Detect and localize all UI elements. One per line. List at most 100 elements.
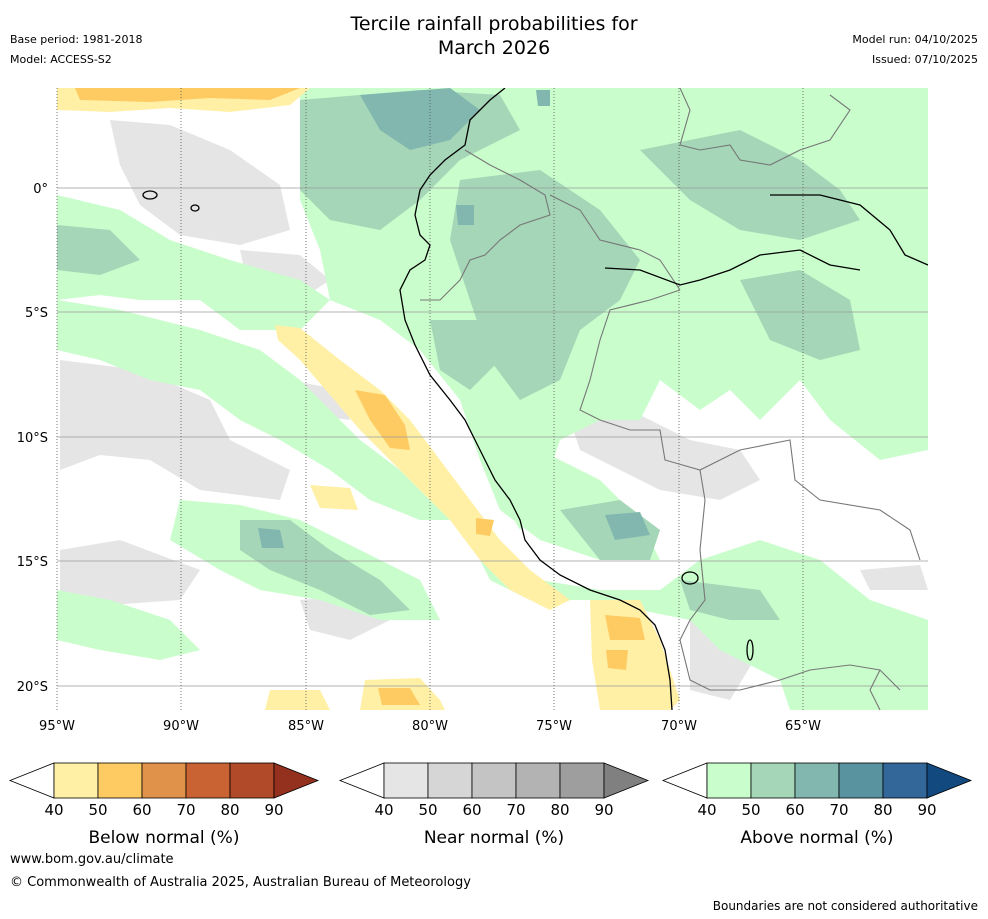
model-name: Model: ACCESS-S2 [10, 53, 112, 66]
yellow-patch-sw1 [265, 690, 330, 710]
lon-label-85w: 85°W [288, 719, 324, 734]
yellow-band-coast [275, 325, 570, 610]
teal-patch-east [740, 270, 860, 360]
colorbar-below-segment [185, 762, 231, 799]
grey-patch-1 [110, 120, 290, 245]
teal-patch-northeast [640, 130, 860, 240]
lat-label-10s: 10°S [17, 431, 48, 446]
colorbar-near-tick: 50 [418, 801, 437, 819]
teal-patch-coast [430, 320, 500, 390]
website-link[interactable]: www.bom.gov.au/climate [10, 852, 174, 867]
orange-patch-sw [378, 688, 420, 705]
colorbar-above-extend-low [661, 762, 708, 799]
above-normal-50-regions [57, 90, 860, 620]
green-patch-west [57, 195, 330, 330]
colorbar-above-tick: 70 [829, 801, 848, 819]
orange-patch-coast [355, 390, 410, 450]
yellow-patch-small [310, 485, 358, 510]
grey-patch-7 [570, 410, 760, 500]
model-run: Model run: 04/10/2025 [852, 33, 978, 46]
colorbar-above-segment [750, 762, 796, 799]
axis-labels: 95°W 90°W 85°W 80°W 75°W 70°W 65°W 0° 5°… [17, 182, 821, 734]
lat-label-20s: 20°S [17, 680, 48, 695]
border-colombia-peru [549, 194, 681, 291]
colorbar-above-segment [706, 762, 752, 799]
country-borders [420, 88, 921, 710]
dark-teal-patch-1 [360, 88, 480, 150]
colorbar-near-segment [427, 762, 473, 799]
border-brazil-peru-bolivia [579, 289, 921, 561]
colorbar-above-label: Above normal (%) [740, 828, 893, 848]
dark-teal-patch-2 [605, 512, 650, 540]
colorbar-below-tick: 70 [176, 801, 195, 819]
dark-teal-patch-4 [456, 205, 474, 225]
colorbar-below-segment [97, 762, 143, 799]
colorbar-below-extend-high [273, 762, 320, 799]
caribbean-coastline [770, 194, 928, 266]
issued-date: Issued: 07/10/2025 [871, 53, 978, 66]
colorbar-above: 40 50 60 70 80 90 Above normal (%) [661, 762, 973, 848]
colorbar-above-tick: 80 [873, 801, 892, 819]
colorbar-below-tick: 90 [264, 801, 283, 819]
below-normal-50-regions [75, 88, 645, 705]
orange-patch-north [75, 88, 300, 102]
colorbar-near-tick: 40 [374, 801, 393, 819]
amazon-river [604, 249, 861, 286]
colorbar-near-segment [515, 762, 561, 799]
lon-label-95w: 95°W [39, 719, 75, 734]
colorbar-below-tick: 50 [88, 801, 107, 819]
colorbar-near-tick: 80 [550, 801, 569, 819]
lat-label-15s: 15°S [17, 555, 48, 570]
colorbar-near-segment [383, 762, 429, 799]
teal-patch-andes [450, 170, 640, 400]
disclaimer: Boundaries are not considered authoritat… [712, 899, 978, 913]
copyright: © Commonwealth of Australia 2025, Austra… [10, 875, 471, 890]
colorbar-near-tick: 90 [594, 801, 613, 819]
galapagos-island-2 [190, 204, 200, 212]
dark-teal-patch-5 [536, 90, 550, 106]
base-period: Base period: 1981-2018 [10, 33, 143, 46]
orange-patch-atacama-1 [605, 615, 645, 640]
teal-patch-southeast [680, 580, 780, 620]
colorbar-below-label: Below normal (%) [89, 828, 240, 848]
colorbars: 40 50 60 70 80 90 Below normal (%) 40 50 60 70 80 90… [8, 762, 973, 848]
grey-patch-3 [60, 360, 290, 500]
colorbar-below: 40 50 60 70 80 90 Below normal (%) [8, 762, 320, 848]
border-venezuela [679, 88, 851, 166]
green-patch-southwest [57, 590, 200, 660]
border-paraguay [869, 669, 881, 710]
colorbar-near-segment [471, 762, 517, 799]
lon-label-70w: 70°W [661, 719, 697, 734]
colorbar-below-segment [141, 762, 187, 799]
orange-patch-atacama-2 [606, 650, 628, 670]
colorbar-below-tick: 80 [220, 801, 239, 819]
teal-patch-west [57, 225, 140, 275]
grey-patch-8 [860, 565, 928, 590]
lon-label-75w: 75°W [536, 719, 572, 734]
colorbar-above-tick: 50 [741, 801, 760, 819]
meta-right: Model run: 04/10/2025 Issued: 07/10/2025 [852, 30, 978, 70]
colorbar-below-segment [229, 762, 275, 799]
above-normal-60-regions [258, 88, 650, 548]
lat-label-5s: 5°S [25, 306, 48, 321]
coastline [142, 88, 928, 710]
border-ecuador-colombia [420, 149, 551, 301]
colorbar-below-extend-low [8, 762, 55, 799]
colorbar-below-segment [53, 762, 99, 799]
map-figure: 95°W 90°W 85°W 80°W 75°W 70°W 65°W 0° 5°… [8, 88, 973, 848]
green-band-offshore [57, 300, 460, 520]
colorbar-below-tick: 40 [44, 801, 63, 819]
colorbar-below-tick: 60 [132, 801, 151, 819]
border-bolivia-chile-argentina [679, 469, 901, 691]
colorbar-near-extend-high [603, 762, 650, 799]
meta-left: Base period: 1981-2018 Model: ACCESS-S2 [10, 30, 142, 70]
colorbar-near: 40 50 60 70 80 90 Near normal (%) [338, 762, 650, 848]
colorbar-above-segment [794, 762, 840, 799]
colorbar-above-tick: 90 [917, 801, 936, 819]
colorbar-near-extend-low [338, 762, 385, 799]
gridlines [57, 187, 928, 687]
colorbar-above-tick: 60 [785, 801, 804, 819]
dark-teal-patch-3 [258, 528, 284, 548]
colorbar-near-label: Near normal (%) [424, 828, 564, 848]
lake-titicaca [746, 639, 754, 661]
